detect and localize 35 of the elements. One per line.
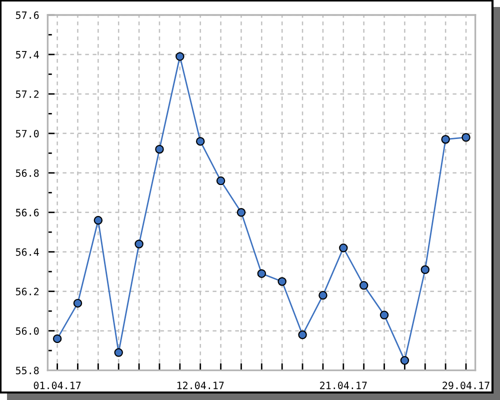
y-tick-label: 56.0: [16, 327, 39, 335]
point: [155, 144, 164, 154]
y-tick-label: 57.4: [16, 51, 39, 58]
x-tick-label: 12.04.17: [177, 382, 224, 390]
point: [73, 298, 82, 308]
y-tick-label: 57.6: [16, 11, 39, 19]
point: [236, 208, 246, 217]
point: [94, 216, 103, 225]
point: [216, 176, 226, 186]
point: [114, 348, 123, 357]
point: [257, 269, 266, 278]
point: [339, 244, 348, 252]
point: [400, 356, 410, 365]
point: [196, 136, 205, 146]
point: [380, 310, 389, 320]
y-tick-label: 56.4: [16, 248, 39, 256]
x-tick-label: 21.04.17: [320, 382, 367, 390]
point: [134, 240, 144, 248]
point: [462, 133, 470, 142]
y-tick-label: 56.2: [16, 288, 39, 296]
point: [278, 277, 286, 286]
point: [176, 52, 184, 61]
x-tick-label: 29.04.17: [442, 382, 490, 390]
y-tick-label: 56.6: [16, 208, 39, 216]
y-tick-label: 55.8: [16, 366, 39, 374]
point: [441, 134, 450, 144]
y-tick-label: 57.2: [16, 90, 39, 98]
point: [298, 330, 307, 340]
point: [420, 265, 430, 274]
y-tick-label: 57.0: [16, 130, 39, 138]
point: [52, 334, 62, 344]
y-tick-label: 56.8: [16, 169, 39, 177]
x-tick-label: 01.04.17: [34, 382, 81, 390]
point: [318, 290, 328, 300]
point: [359, 281, 368, 290]
